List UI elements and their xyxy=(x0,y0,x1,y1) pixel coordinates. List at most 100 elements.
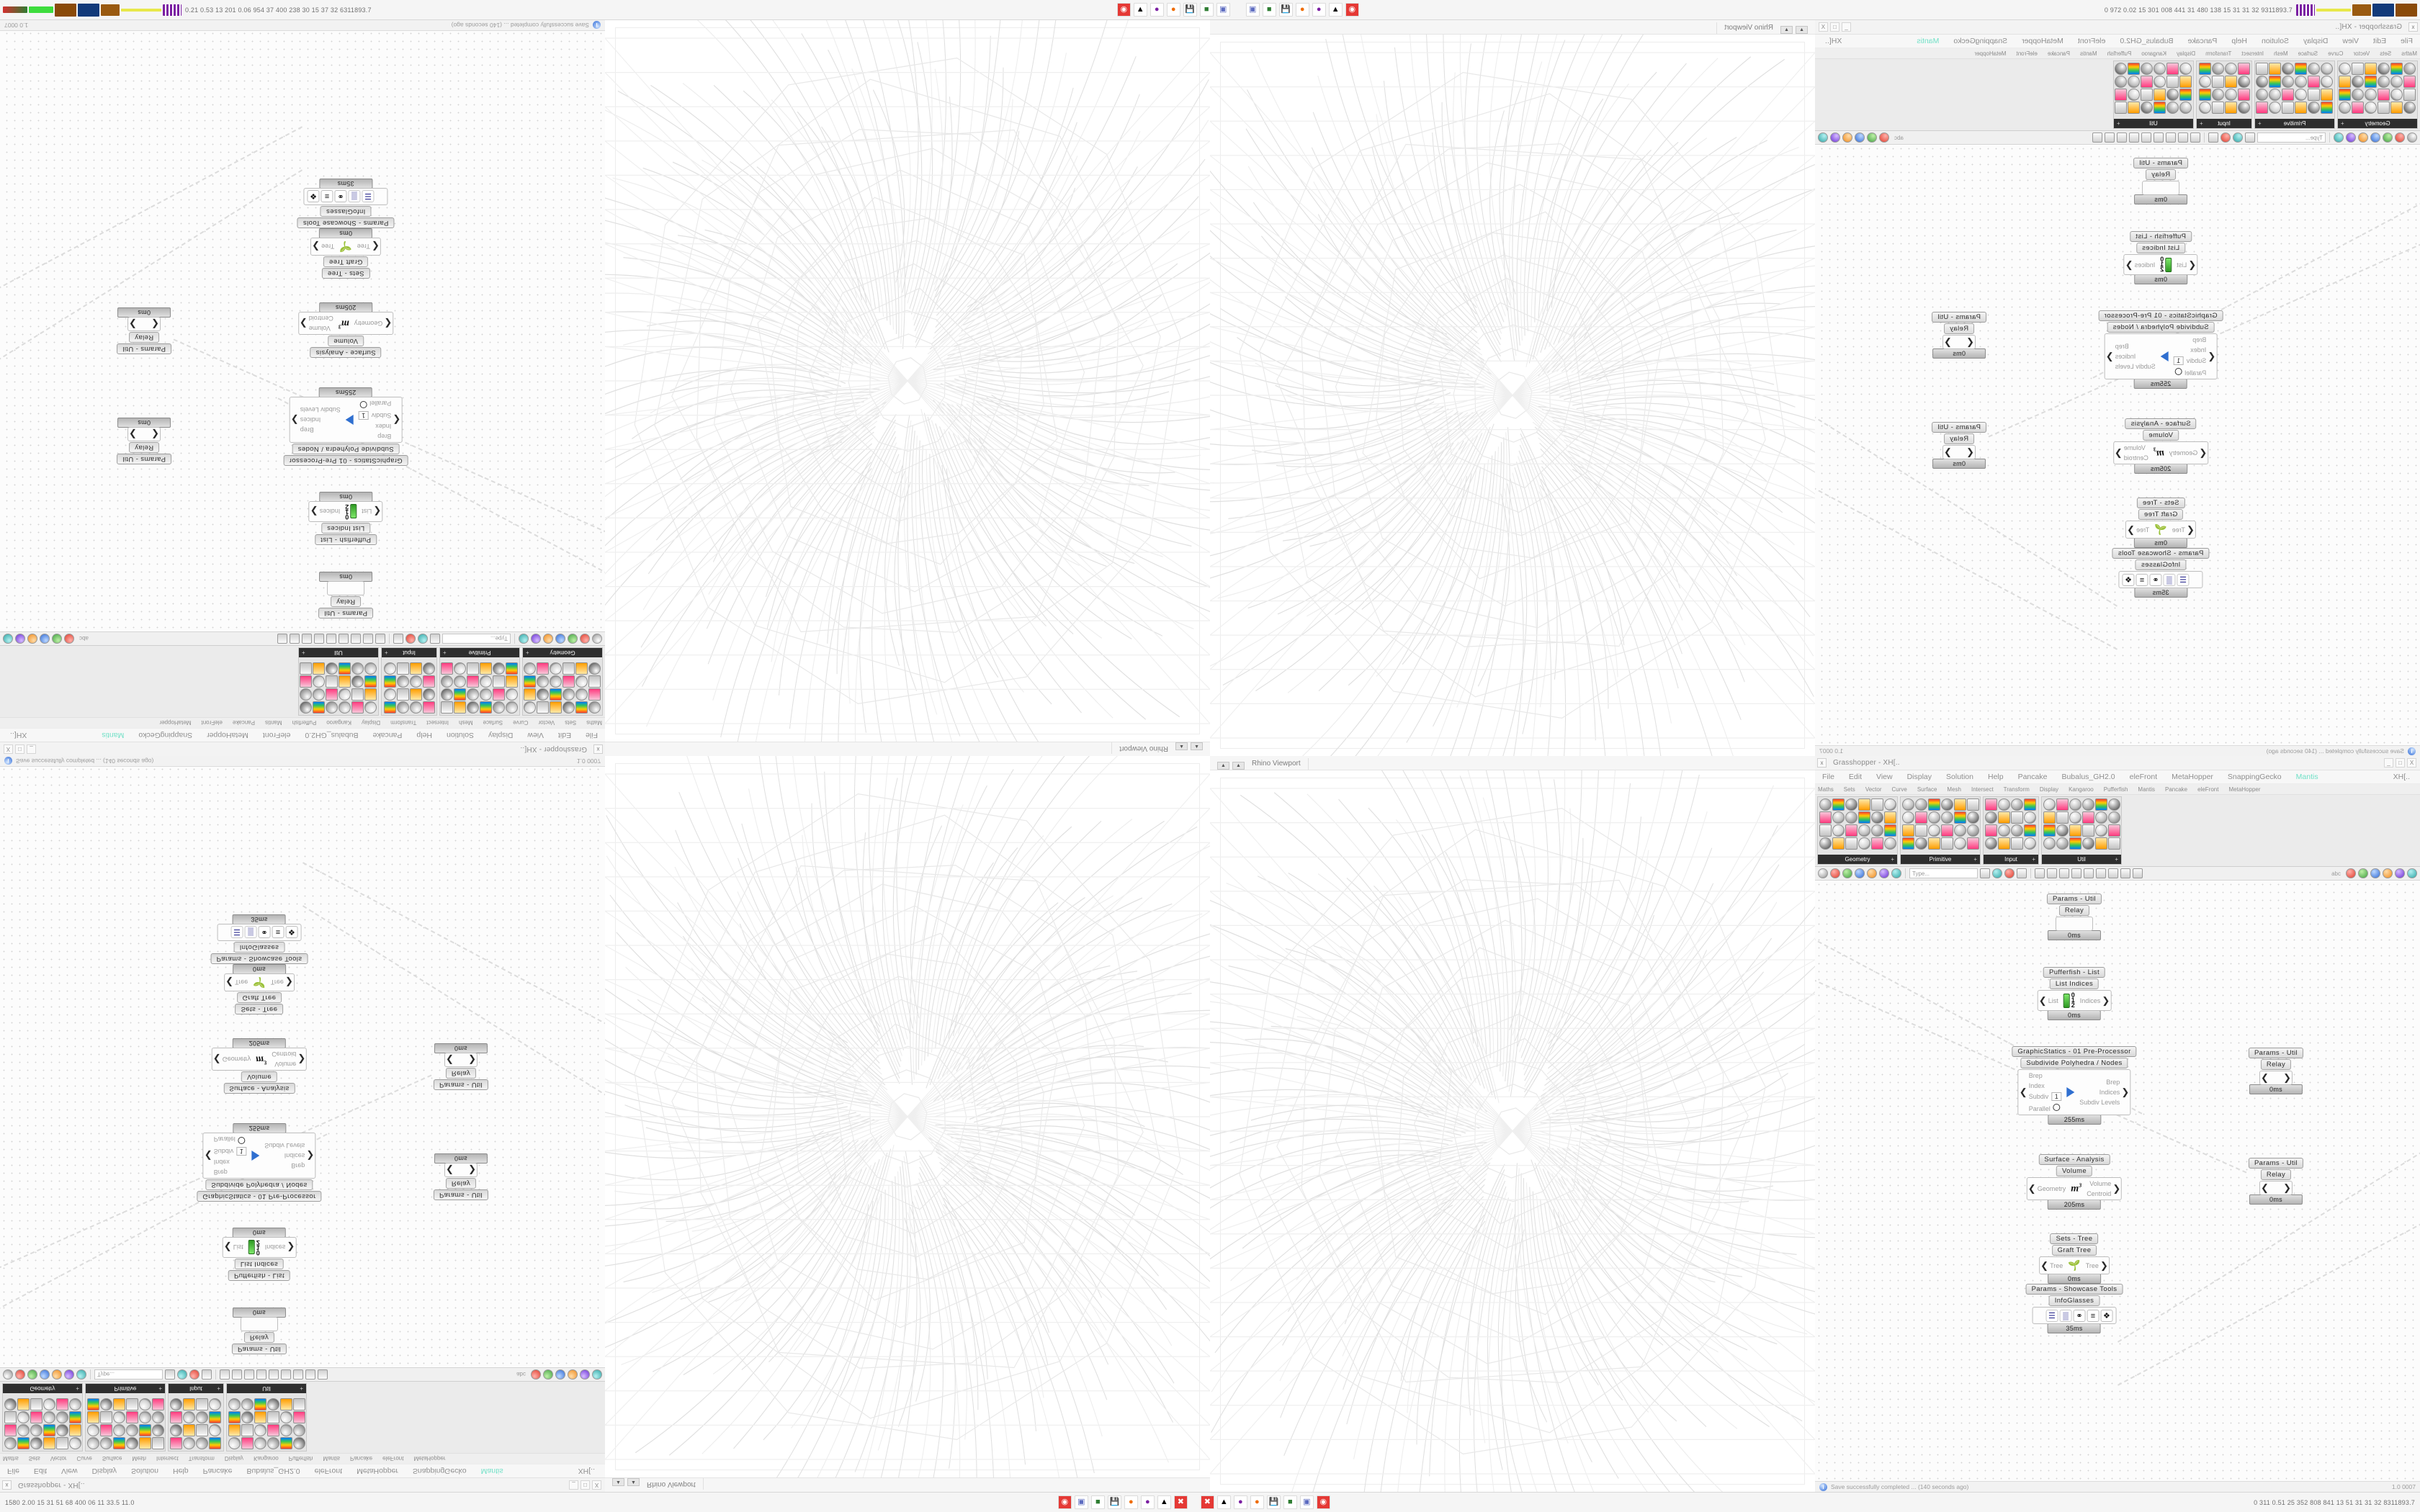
component-icon[interactable] xyxy=(17,1424,30,1436)
link-icon[interactable]: ⚭ xyxy=(2073,1310,2086,1322)
component-icon[interactable] xyxy=(410,688,422,701)
component-icon[interactable] xyxy=(126,1398,138,1410)
menu-bar[interactable]: File Edit View Display Solution Help Pancake Bu… xyxy=(1815,770,2420,784)
component-icon[interactable] xyxy=(2212,63,2224,75)
component-icon[interactable] xyxy=(196,1424,208,1436)
node-list-indices[interactable]: Pufferfish - List List Indices ❮ List 0 1 2 I… xyxy=(308,492,383,545)
component-icon[interactable] xyxy=(100,1398,112,1410)
node-output-centroid[interactable]: Centroid xyxy=(272,1050,297,1058)
component-icon[interactable] xyxy=(2069,811,2081,824)
menu-item-solution[interactable]: Solution xyxy=(447,731,474,739)
profiler-icon[interactable] xyxy=(2208,132,2218,143)
input-grip[interactable]: ❮ xyxy=(2208,351,2216,361)
component-icon[interactable] xyxy=(267,1398,279,1410)
node-body[interactable]: ❮ Tree 🌱 Tree ❯ xyxy=(310,238,381,256)
component-icon[interactable] xyxy=(293,1411,305,1423)
cluster-icon[interactable] xyxy=(277,634,287,644)
preview-icon[interactable] xyxy=(2233,132,2243,143)
menu-item-elefront[interactable]: eleFront xyxy=(2077,37,2106,45)
canvas-toolbar[interactable]: Type... abc xyxy=(1815,867,2420,881)
ribbon-tab-expand[interactable]: + xyxy=(1891,856,1894,863)
menu-item-pancake[interactable]: Pancake xyxy=(372,731,403,739)
ribbon-tab-util[interactable]: Util + xyxy=(2114,119,2193,128)
component-icon[interactable] xyxy=(1954,824,1966,837)
slider-swatch[interactable] xyxy=(2063,993,2070,1008)
component-icon[interactable] xyxy=(2011,837,2023,850)
node-relay-side[interactable]: Params - Util Relay ❮ ❯ 0ms xyxy=(116,307,172,354)
terminal-icon[interactable]: ■ xyxy=(1262,3,1276,17)
component-icon[interactable] xyxy=(2166,89,2179,101)
node-input-geometry[interactable]: Geometry xyxy=(2169,449,2198,456)
component-icon[interactable] xyxy=(2365,76,2377,88)
tab-mantis[interactable]: Mantis xyxy=(2138,786,2155,793)
node-output-indices[interactable]: Indices xyxy=(319,508,341,516)
sketch-icon[interactable] xyxy=(2358,868,2368,878)
input-grip[interactable]: ❮ xyxy=(2040,1259,2049,1271)
cluster-icon[interactable] xyxy=(302,634,312,644)
cluster-icon[interactable] xyxy=(2117,132,2127,143)
component-icon[interactable] xyxy=(2339,102,2351,114)
infoglasses-buttons[interactable]: ☰ ▒ ⚭ ≡ ❖ xyxy=(307,190,375,202)
component-icon[interactable] xyxy=(56,1424,68,1436)
component-icon[interactable] xyxy=(2024,798,2036,811)
grasshopper-window-bottom-right[interactable]: x Grasshopper - XH[.. _ □ X File Edit View Displ… xyxy=(1815,756,2420,1492)
component-icon[interactable] xyxy=(423,701,435,714)
rhino-viewport-top-left[interactable]: ▲ ▲ Rhino Viewport xyxy=(605,20,1210,756)
node-input-tree[interactable]: Tree xyxy=(2172,526,2185,534)
component-icon[interactable] xyxy=(2225,76,2237,88)
copy-icon[interactable] xyxy=(2358,132,2368,143)
component-icon[interactable] xyxy=(524,675,536,688)
node-output-subdiv-levels[interactable]: Subdiv Levels xyxy=(264,1142,305,1149)
menu-item-solution[interactable]: Solution xyxy=(1946,773,1973,781)
node-input-tree[interactable]: Tree xyxy=(2050,1262,2063,1269)
component-icon[interactable] xyxy=(1902,811,1914,824)
ribbon-tab-input[interactable]: Input + xyxy=(2197,119,2251,128)
cluster-icon[interactable] xyxy=(220,1369,230,1380)
firefox-icon[interactable]: ● xyxy=(1295,3,1309,17)
component-icon[interactable] xyxy=(56,1411,68,1423)
component-icon[interactable] xyxy=(113,1437,125,1449)
component-icon[interactable] xyxy=(326,688,338,701)
output-grip[interactable]: ❯ xyxy=(468,1055,476,1066)
list-icon[interactable]: ☰ xyxy=(362,190,375,202)
output-grip[interactable]: ❯ xyxy=(2283,1182,2291,1193)
node-output-indices[interactable]: Indices xyxy=(2134,261,2156,269)
viewport-canvas[interactable] xyxy=(1210,35,1815,756)
component-icon[interactable] xyxy=(441,688,453,701)
tab-maths[interactable]: Maths xyxy=(2401,50,2417,57)
tab-intersect[interactable]: Intersect xyxy=(426,719,449,726)
component-icon[interactable] xyxy=(493,662,505,675)
subdiv-value-field[interactable]: 1 xyxy=(2173,356,2184,365)
component-icon[interactable] xyxy=(4,1437,17,1449)
component-icon[interactable] xyxy=(17,1398,30,1410)
node-input-index[interactable]: Index xyxy=(2190,346,2206,354)
sketch-icon[interactable] xyxy=(2383,868,2393,878)
tab-mesh[interactable]: Mesh xyxy=(1947,786,1961,793)
ribbon-tab-expand[interactable]: + xyxy=(2258,120,2262,127)
component-icon[interactable] xyxy=(254,1398,266,1410)
tab-pancake[interactable]: Pancake xyxy=(232,719,256,726)
component-icon[interactable] xyxy=(170,1437,182,1449)
cluster-icon[interactable] xyxy=(326,634,336,644)
component-icon[interactable] xyxy=(2095,824,2107,837)
component-icon[interactable] xyxy=(228,1398,241,1410)
node-output-indices[interactable]: Indices xyxy=(264,1243,286,1251)
sketch-icon[interactable] xyxy=(2346,868,2356,878)
component-icon[interactable] xyxy=(2069,824,2081,837)
component-icon[interactable] xyxy=(537,688,549,701)
node-body[interactable]: ☰ ▒ ⚭ ≡ ❖ xyxy=(217,924,302,941)
plugin-icon[interactable]: ❖ xyxy=(2100,1310,2113,1322)
component-icon[interactable] xyxy=(2115,63,2127,75)
tab-transform[interactable]: Transform xyxy=(2003,786,2030,793)
subdiv-value-field[interactable]: 1 xyxy=(358,411,369,420)
node-input-brep[interactable]: Brep xyxy=(2029,1072,2043,1079)
menu-item-mantis[interactable]: Mantis xyxy=(2295,773,2318,781)
component-icon[interactable] xyxy=(384,675,396,688)
node-output-brep[interactable]: Brep xyxy=(2106,1079,2120,1086)
node-input-list[interactable]: List xyxy=(2048,997,2058,1004)
menu-item-metahopper[interactable]: MetaHopper xyxy=(207,731,248,739)
component-icon[interactable] xyxy=(2321,89,2333,101)
viewport-control-left[interactable]: ▲ xyxy=(1796,26,1808,34)
cluster-icon[interactable] xyxy=(2047,868,2057,878)
component-icon[interactable] xyxy=(339,701,351,714)
